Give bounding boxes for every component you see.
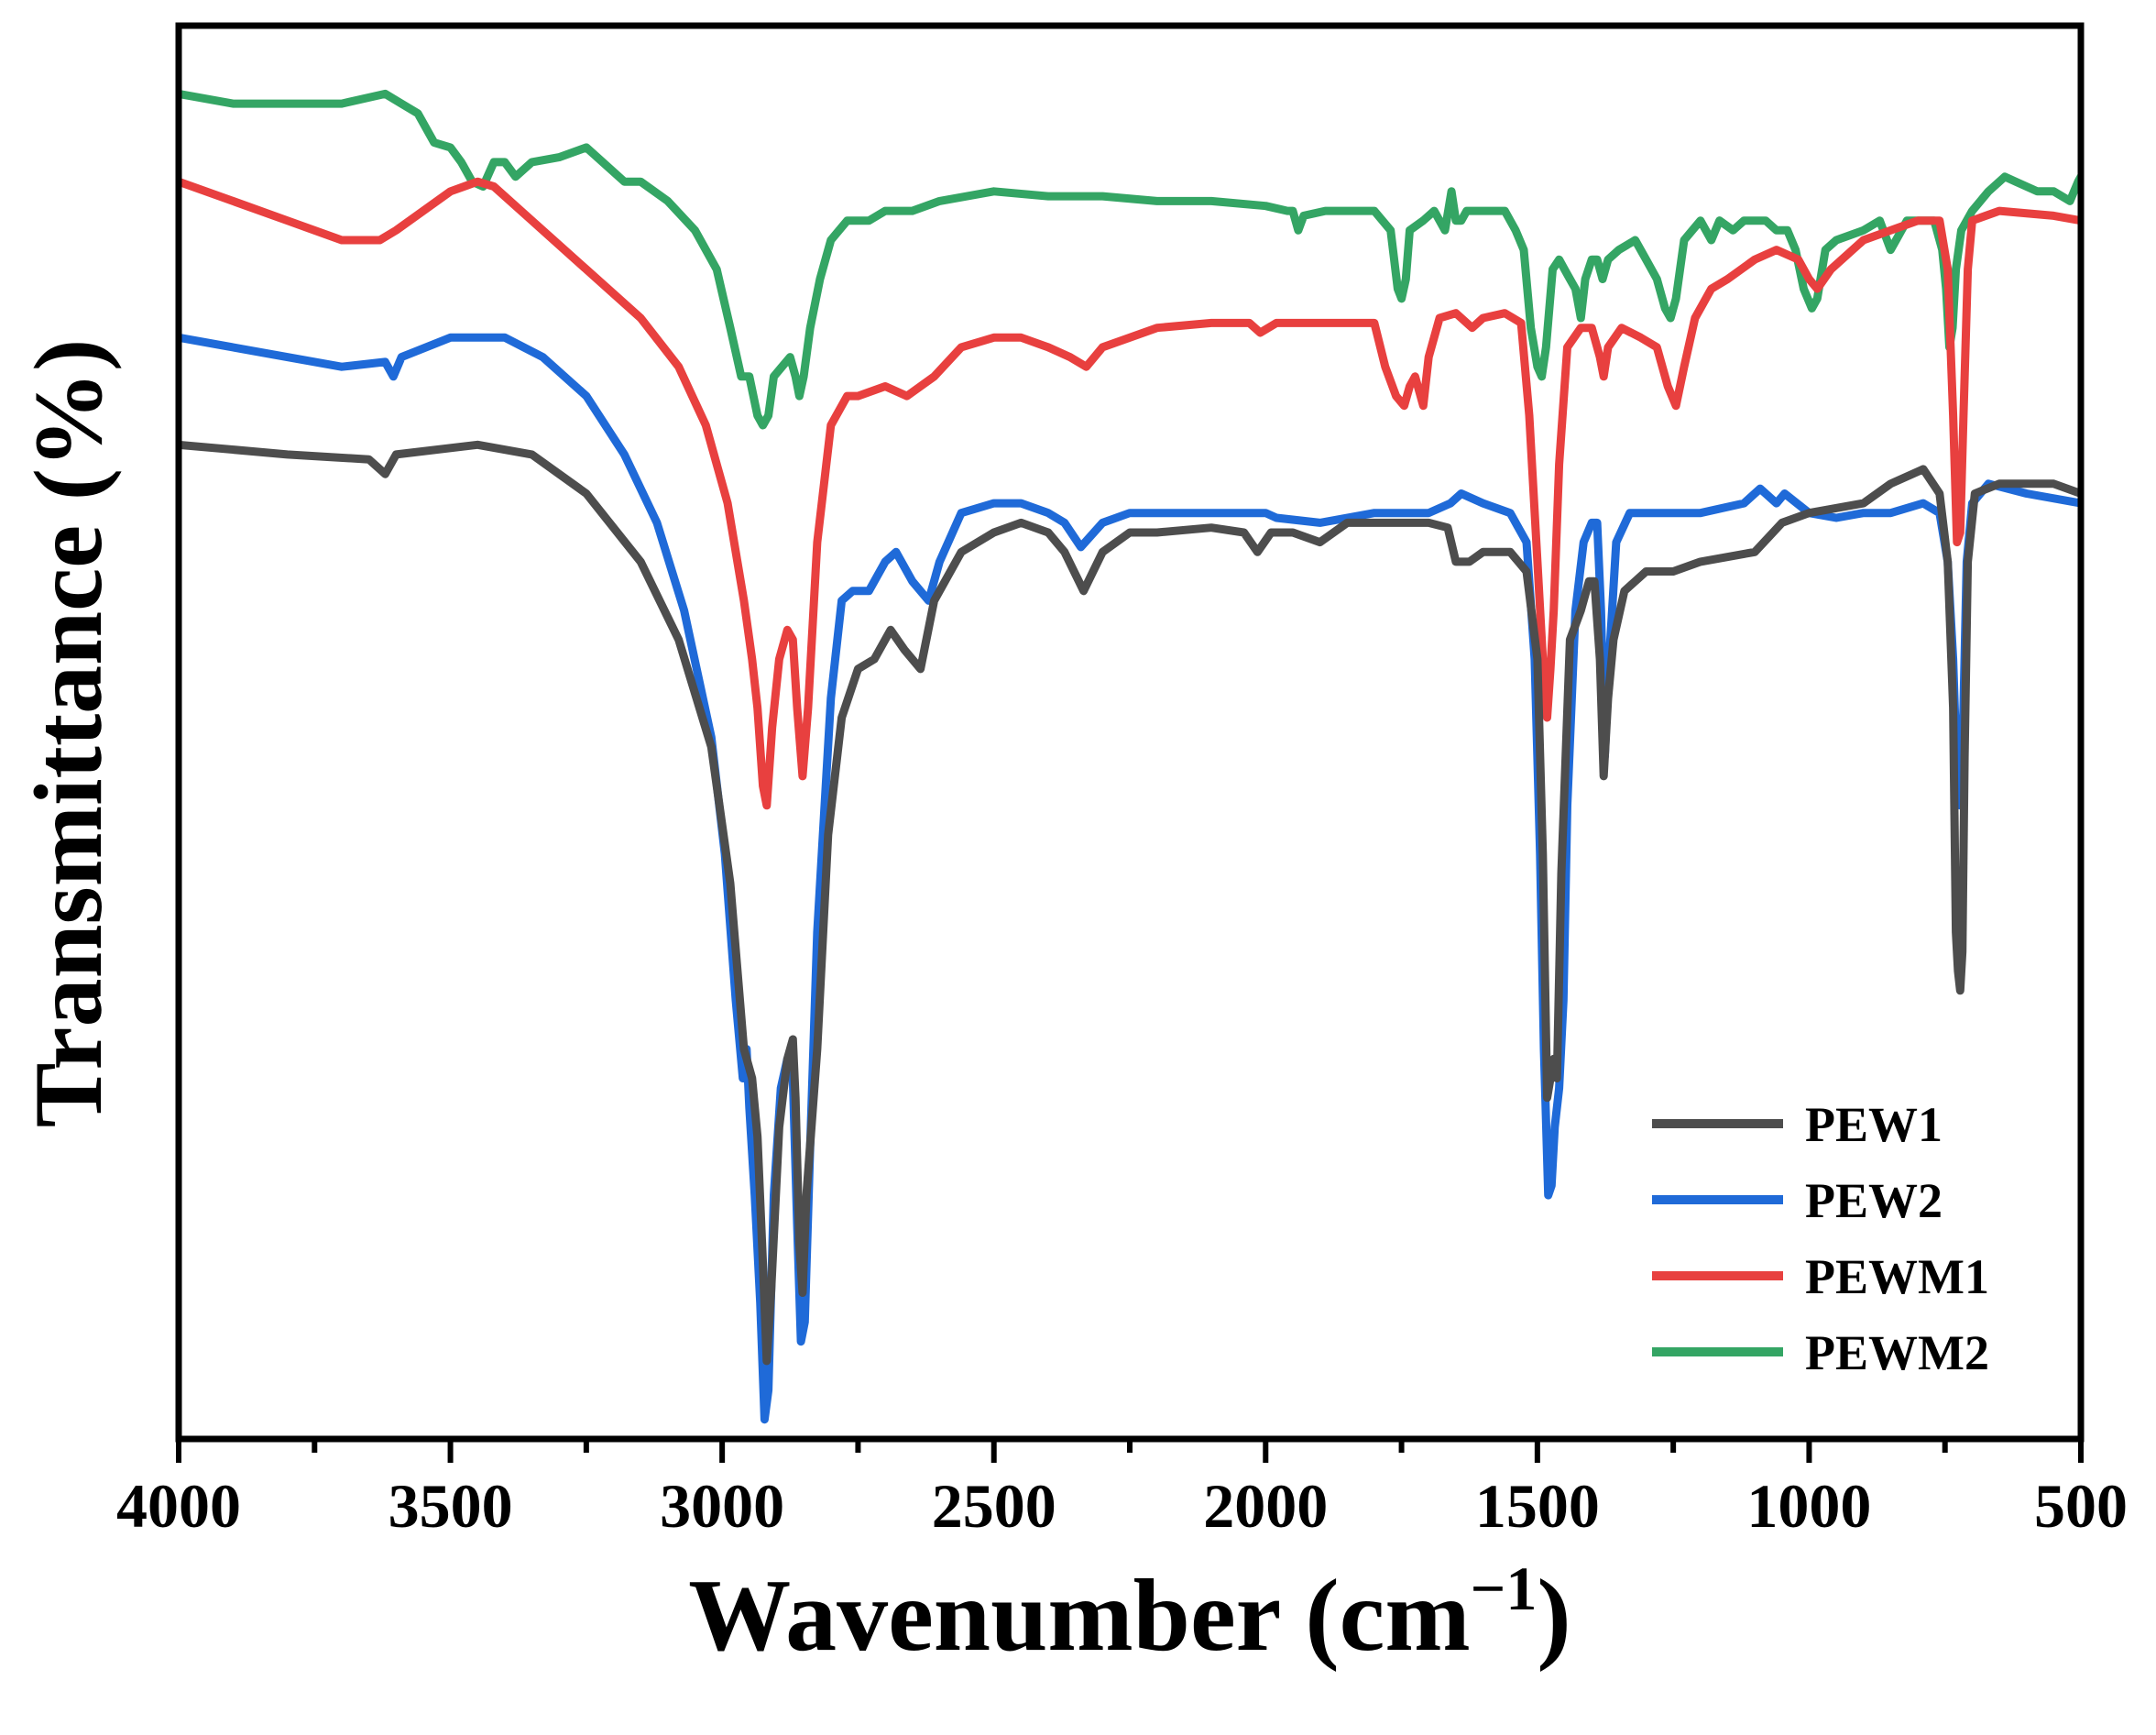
legend-label-pewm2: PEWM2 xyxy=(1805,1325,1989,1380)
series-line-pewm2 xyxy=(179,89,2081,430)
series-line-pewm1 xyxy=(179,177,2081,810)
x-axis-tick-labels: 4000 3500 3000 2500 2000 1500 1000 500 xyxy=(116,1471,2128,1541)
x-tick-label: 1000 xyxy=(1746,1471,1871,1541)
x-tick-label: 3000 xyxy=(660,1471,784,1541)
x-tick-label: 3500 xyxy=(389,1471,513,1541)
legend-label-pew2: PEW2 xyxy=(1805,1173,1943,1228)
x-axis-title: Wavenumber (cm−1) xyxy=(688,1554,1570,1673)
series-layer xyxy=(179,89,2081,1424)
x-tick-label: 4000 xyxy=(116,1471,241,1541)
x-tick-label: 2000 xyxy=(1203,1471,1328,1541)
x-tick-label: 1500 xyxy=(1475,1471,1600,1541)
x-tick-label: 500 xyxy=(2034,1471,2128,1541)
x-axis-ticks xyxy=(176,1439,2084,1463)
series-line-pew1 xyxy=(179,440,2081,1366)
legend: PEW1 PEW2 PEWM1 PEWM2 xyxy=(1652,1097,1989,1380)
x-tick-label: 2500 xyxy=(932,1471,1056,1541)
legend-label-pew1: PEW1 xyxy=(1805,1097,1943,1152)
series-line-pew2 xyxy=(179,333,2081,1424)
legend-label-pewm1: PEWM1 xyxy=(1805,1249,1989,1304)
y-axis-title: Transmittance (%) xyxy=(15,339,122,1128)
plot-frame xyxy=(175,22,2085,1443)
